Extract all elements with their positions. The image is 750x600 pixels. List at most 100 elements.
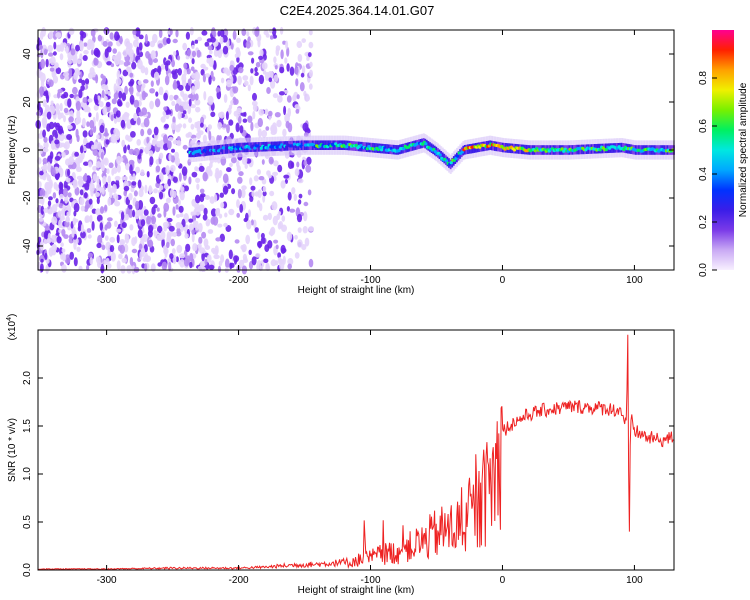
spectrogram-noise-cell (144, 146, 150, 155)
spectrogram-peak-cell (402, 147, 406, 151)
spectrogram-noise-cell (55, 122, 60, 128)
spectrogram-noise-cell (279, 26, 284, 35)
spectrogram-noise-cell (63, 71, 69, 77)
spectrogram-noise-cell (293, 193, 297, 202)
spectrogram-noise-cell (100, 151, 104, 160)
spectrogram-noise-cell (116, 164, 121, 173)
spectrogram-noise-cell (107, 249, 111, 257)
spectrogram-noise-cell (63, 180, 68, 189)
spectrogram-noise-cell (228, 119, 234, 126)
spectrogram-noise-cell (53, 94, 59, 99)
spectrogram-noise-cell (198, 130, 204, 136)
spectrogram-noise-cell (257, 189, 262, 199)
spectrogram-noise-cell (150, 263, 156, 272)
spectrogram-noise-cell (73, 202, 80, 213)
spectrogram-noise-cell (177, 55, 181, 61)
spectrogram-noise-cell (237, 176, 243, 184)
spectrogram-noise-cell (252, 92, 257, 101)
spectrogram-noise-cell (64, 195, 69, 204)
spectrogram-noise-cell (232, 86, 239, 94)
spectrogram-noise-cell (68, 59, 72, 65)
spectrogram-peak-cell (378, 145, 382, 149)
spectrogram-noise-cell (243, 80, 249, 87)
spectrogram-noise-cell (96, 175, 100, 186)
spectrogram-noise-cell (96, 141, 102, 151)
spectrogram-noise-cell (125, 134, 130, 141)
spectrogram-noise-cell (172, 38, 178, 44)
spectrogram-noise-cell (53, 181, 58, 190)
spectrogram-noise-cell (125, 101, 130, 108)
spectrogram-x-tick-label: -100 (361, 275, 381, 286)
spectrogram-noise-cell (188, 218, 194, 223)
spectrogram-noise-cell (48, 79, 54, 87)
spectrogram-noise-cell (118, 253, 123, 260)
spectrogram-noise-cell (40, 58, 46, 69)
spectrogram-noise-cell (241, 155, 248, 165)
spectrogram-noise-cell (172, 72, 178, 80)
snr-multiplier-close: ) (7, 314, 18, 317)
spectrogram-noise-cell (166, 217, 173, 223)
spectrogram-noise-cell (116, 234, 120, 244)
spectrogram-noise-cell (231, 156, 237, 164)
spectrogram-noise-cell (180, 90, 185, 97)
spectrogram-noise-cell (262, 214, 269, 221)
spectrogram-noise-cell (302, 122, 309, 132)
spectrogram-noise-cell (171, 59, 176, 68)
spectrogram-noise-cell (118, 90, 123, 99)
spectrogram-noise-cell (175, 230, 182, 237)
spectrogram-noise-cell (101, 244, 106, 251)
spectrogram-noise-cell (135, 36, 139, 42)
spectrogram-noise-cell (197, 36, 203, 42)
spectrogram-noise-cell (202, 171, 208, 182)
spectrogram-noise-cell (198, 236, 203, 245)
spectrogram-noise-cell (67, 192, 72, 198)
spectrogram-noise-cell (268, 156, 274, 165)
spectrogram-noise-cell (297, 227, 302, 233)
spectrogram-noise-cell (172, 254, 177, 265)
spectrogram-noise-cell (113, 128, 119, 136)
spectrogram-noise-cell (272, 93, 279, 99)
spectrogram-noise-cell (296, 40, 303, 49)
spectrogram-noise-cell (129, 164, 133, 175)
spectrogram-noise-cell (199, 188, 205, 194)
spectrogram-noise-cell (281, 215, 286, 222)
spectrogram-noise-cell (247, 84, 251, 92)
spectrogram-noise-cell (149, 88, 156, 94)
spectrogram-noise-cell (69, 93, 74, 99)
spectrogram-noise-cell (232, 30, 237, 40)
snr-y-ticks: 0.0 0.5 1.0 1.5 2.0 (22, 371, 674, 577)
spectrogram-noise-cell (144, 67, 149, 76)
spectrogram-noise-cell (266, 87, 271, 94)
spectrogram-noise-cell (297, 239, 303, 248)
spectrogram-noise-cell (191, 44, 195, 50)
spectrogram-noise-cell (284, 178, 288, 184)
spectrogram-noise-cell (77, 156, 82, 164)
spectrogram-noise-cell (146, 215, 151, 225)
snr-x-tick-label: 100 (626, 575, 643, 586)
spectrogram-noise-cell (132, 209, 136, 218)
spectrogram-noise-cell (61, 208, 65, 218)
spectrogram-noise-cell (175, 204, 179, 210)
spectrogram-noise-cell (156, 141, 163, 148)
spectrogram-noise-cell (158, 86, 164, 96)
spectrogram-noise-cell (169, 164, 176, 173)
spectrogram-noise-cell (215, 87, 221, 93)
spectrogram-noise-cell (280, 180, 286, 189)
spectrogram-noise-cell (168, 261, 172, 271)
spectrogram-noise-cell (104, 95, 108, 101)
spectrogram-noise-cell (107, 197, 112, 206)
spectrogram-noise-cell (79, 41, 84, 52)
spectrogram-noise-cell (80, 205, 85, 212)
spectrogram-noise-cell (41, 27, 46, 37)
spectrogram-noise-cell (222, 45, 229, 55)
spectrogram-noise-cell (171, 248, 176, 255)
spectrogram-noise-cell (68, 116, 74, 123)
spectrogram-noise-cell (230, 43, 234, 50)
spectrogram-y-label: Frequency (Hz) (7, 116, 18, 185)
spectrogram-noise-cell (175, 29, 179, 38)
spectrogram-noise-cell (149, 196, 156, 205)
spectrogram-noise-cell (300, 72, 305, 78)
spectrogram-noise-cell (175, 222, 182, 229)
spectrogram-noise-cell (114, 31, 120, 41)
